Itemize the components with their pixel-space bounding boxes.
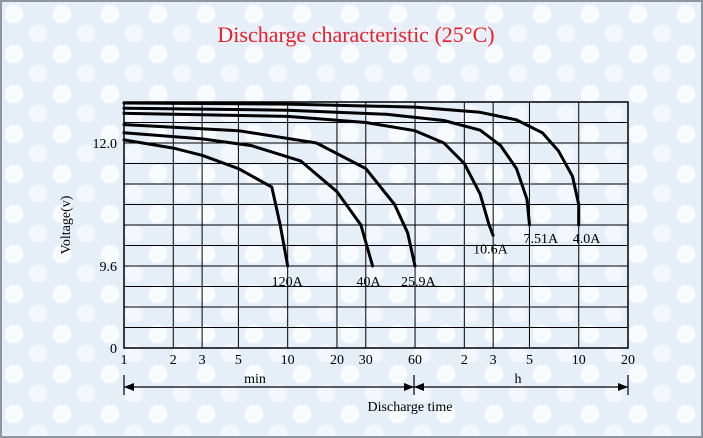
x-tick-label: 5: [526, 353, 533, 368]
chart-title: Discharge characteristic (25°C): [217, 22, 494, 47]
x-tick-label: 3: [199, 353, 206, 368]
curve-label: 4.0A: [573, 232, 602, 247]
discharge-curve-10-6A: [122, 111, 495, 237]
y-axis-label: Voltage(v): [59, 195, 74, 254]
x-tick-label: 1: [121, 353, 128, 368]
grid: [123, 101, 629, 349]
plot-area: [123, 101, 629, 349]
hour-unit-label: h: [515, 372, 522, 387]
x-tick-label: 2: [170, 353, 177, 368]
discharge-curve-7-51A: [122, 106, 531, 227]
x-tick-label: 10: [281, 353, 295, 368]
x-axis-label: Discharge time: [368, 400, 453, 415]
x-tick-labels: 1 2 3 5 10 20 30 60 2 3 5 10 20: [121, 353, 636, 368]
y-tick-labels: 0 9.6 12.0: [93, 137, 118, 357]
x-tick-label: 20: [621, 353, 635, 368]
curve-label: 40A: [357, 275, 382, 290]
curve-labels: 120A 40A 25.9A 10.6A 7.51A 4.0A: [272, 232, 602, 290]
x-tick-label: 10: [572, 353, 586, 368]
x-tick-label: 5: [235, 353, 242, 368]
y-tick-label: 0: [110, 342, 117, 357]
curve-label: 25.9A: [401, 275, 437, 290]
curve-label: 7.51A: [523, 232, 559, 247]
x-tick-label: 30: [359, 353, 373, 368]
y-tick-label: 9.6: [100, 260, 118, 275]
x-tick-label: 3: [490, 353, 497, 368]
x-tick-label: 20: [330, 353, 344, 368]
x-tick-label: 2: [461, 353, 468, 368]
curve-label: 120A: [272, 275, 304, 290]
discharge-curve-25-9A: [122, 123, 417, 268]
y-tick-label: 12.0: [93, 137, 118, 152]
discharge-curves: [122, 101, 581, 268]
min-unit-label: min: [244, 372, 266, 387]
discharge-curve-40A: [122, 131, 375, 268]
x-tick-label: 60: [408, 353, 422, 368]
discharge-curve-120A: [122, 138, 290, 268]
discharge-curve-4-0A: [122, 101, 581, 227]
time-unit-brackets: [123, 375, 629, 395]
curve-label: 10.6A: [473, 242, 509, 257]
